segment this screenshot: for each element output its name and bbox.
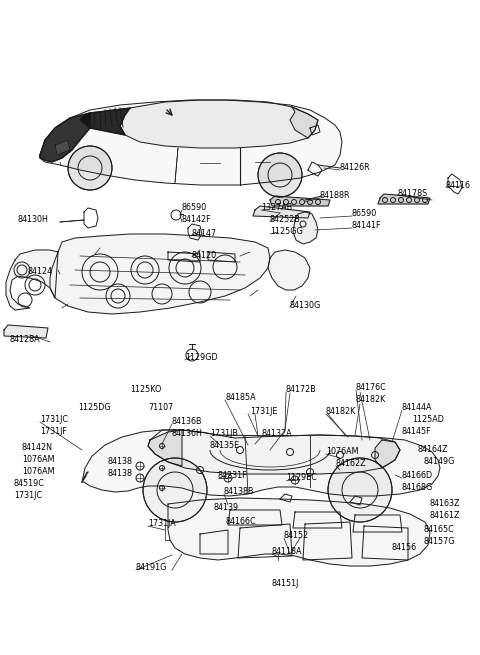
Polygon shape (82, 430, 440, 496)
Text: 84141F: 84141F (352, 221, 382, 231)
Text: 84156: 84156 (392, 544, 417, 553)
Polygon shape (50, 234, 270, 314)
Text: 84145F: 84145F (402, 428, 432, 436)
Text: 84139: 84139 (214, 502, 239, 512)
Text: 86590: 86590 (352, 210, 377, 219)
Circle shape (328, 458, 392, 522)
Text: 84130G: 84130G (290, 301, 321, 310)
Text: 1731JE: 1731JE (250, 407, 277, 417)
Text: 84120: 84120 (192, 250, 217, 259)
Text: 84138: 84138 (108, 457, 133, 466)
Text: 84142F: 84142F (182, 215, 212, 225)
Text: 84142N: 84142N (22, 443, 53, 453)
Text: 84128A: 84128A (10, 335, 41, 345)
Circle shape (258, 153, 302, 197)
Polygon shape (268, 250, 310, 290)
Polygon shape (168, 498, 430, 566)
Text: 84165C: 84165C (424, 525, 455, 534)
Text: 84166C: 84166C (226, 517, 257, 527)
Text: 84252B: 84252B (270, 215, 301, 225)
Text: 84149G: 84149G (424, 457, 456, 466)
Text: 84144A: 84144A (402, 403, 432, 413)
Text: 1125AD: 1125AD (412, 415, 444, 424)
Polygon shape (4, 325, 48, 338)
Text: 84118A: 84118A (272, 548, 302, 557)
Text: 1125DG: 1125DG (78, 403, 110, 413)
Text: 1076AM: 1076AM (326, 447, 359, 457)
Text: 84138B: 84138B (224, 487, 254, 496)
Polygon shape (148, 430, 182, 466)
Text: 84135E: 84135E (210, 441, 240, 451)
Text: 84168G: 84168G (402, 483, 433, 493)
Text: 84166D: 84166D (402, 472, 433, 481)
Text: 84136H: 84136H (172, 430, 203, 438)
Text: 1076AM: 1076AM (22, 455, 55, 464)
Text: 84161Z: 84161Z (430, 512, 460, 521)
Text: 84231F: 84231F (218, 472, 248, 481)
Text: 84188R: 84188R (320, 191, 350, 200)
Text: 84172B: 84172B (286, 386, 317, 394)
Polygon shape (293, 212, 318, 244)
Polygon shape (80, 108, 130, 135)
Text: 1731JB: 1731JB (210, 430, 238, 438)
Polygon shape (253, 206, 310, 218)
Text: 84152: 84152 (284, 531, 309, 540)
Text: 84191G: 84191G (136, 563, 168, 572)
Text: 1076AM: 1076AM (22, 468, 55, 476)
Text: 1327AB: 1327AB (261, 204, 292, 212)
Polygon shape (40, 100, 342, 185)
Polygon shape (375, 440, 400, 468)
Text: 84116: 84116 (446, 181, 471, 189)
Text: 84136B: 84136B (172, 417, 203, 426)
Text: 1125GG: 1125GG (270, 227, 303, 236)
Polygon shape (148, 430, 400, 474)
Polygon shape (6, 250, 58, 310)
Text: 84163Z: 84163Z (430, 500, 460, 508)
Circle shape (68, 146, 112, 190)
Polygon shape (40, 113, 90, 162)
Text: 84132A: 84132A (262, 430, 293, 438)
Text: 84130H: 84130H (18, 215, 49, 225)
Text: 1731JF: 1731JF (40, 428, 67, 436)
Polygon shape (55, 140, 70, 155)
Circle shape (143, 458, 207, 522)
Polygon shape (290, 107, 318, 138)
Text: 84124: 84124 (28, 267, 53, 276)
Text: 84138: 84138 (108, 470, 133, 479)
Text: 84182K: 84182K (326, 407, 356, 417)
Text: 84147: 84147 (192, 229, 217, 238)
Text: 84151J: 84151J (272, 580, 300, 588)
Text: 1731JC: 1731JC (14, 491, 42, 500)
Text: 1129GD: 1129GD (185, 354, 217, 362)
Text: 84182K: 84182K (356, 396, 386, 405)
Text: 84126R: 84126R (340, 164, 371, 172)
Text: 84176C: 84176C (356, 383, 387, 392)
Text: 1129EC: 1129EC (286, 474, 317, 483)
Text: 86590: 86590 (182, 204, 207, 212)
Text: 84162Z: 84162Z (336, 460, 367, 468)
Text: 71107: 71107 (148, 403, 173, 413)
Text: 84164Z: 84164Z (418, 445, 448, 455)
Text: 84178S: 84178S (397, 189, 427, 198)
Text: 84157G: 84157G (424, 538, 456, 546)
Text: 84519C: 84519C (14, 479, 45, 489)
Polygon shape (270, 196, 330, 206)
Polygon shape (120, 100, 318, 148)
Text: 84185A: 84185A (225, 394, 256, 403)
Text: 1731JC: 1731JC (40, 415, 68, 424)
Text: 1125KO: 1125KO (130, 386, 161, 394)
Polygon shape (378, 194, 430, 204)
Text: 1731JA: 1731JA (148, 519, 176, 529)
